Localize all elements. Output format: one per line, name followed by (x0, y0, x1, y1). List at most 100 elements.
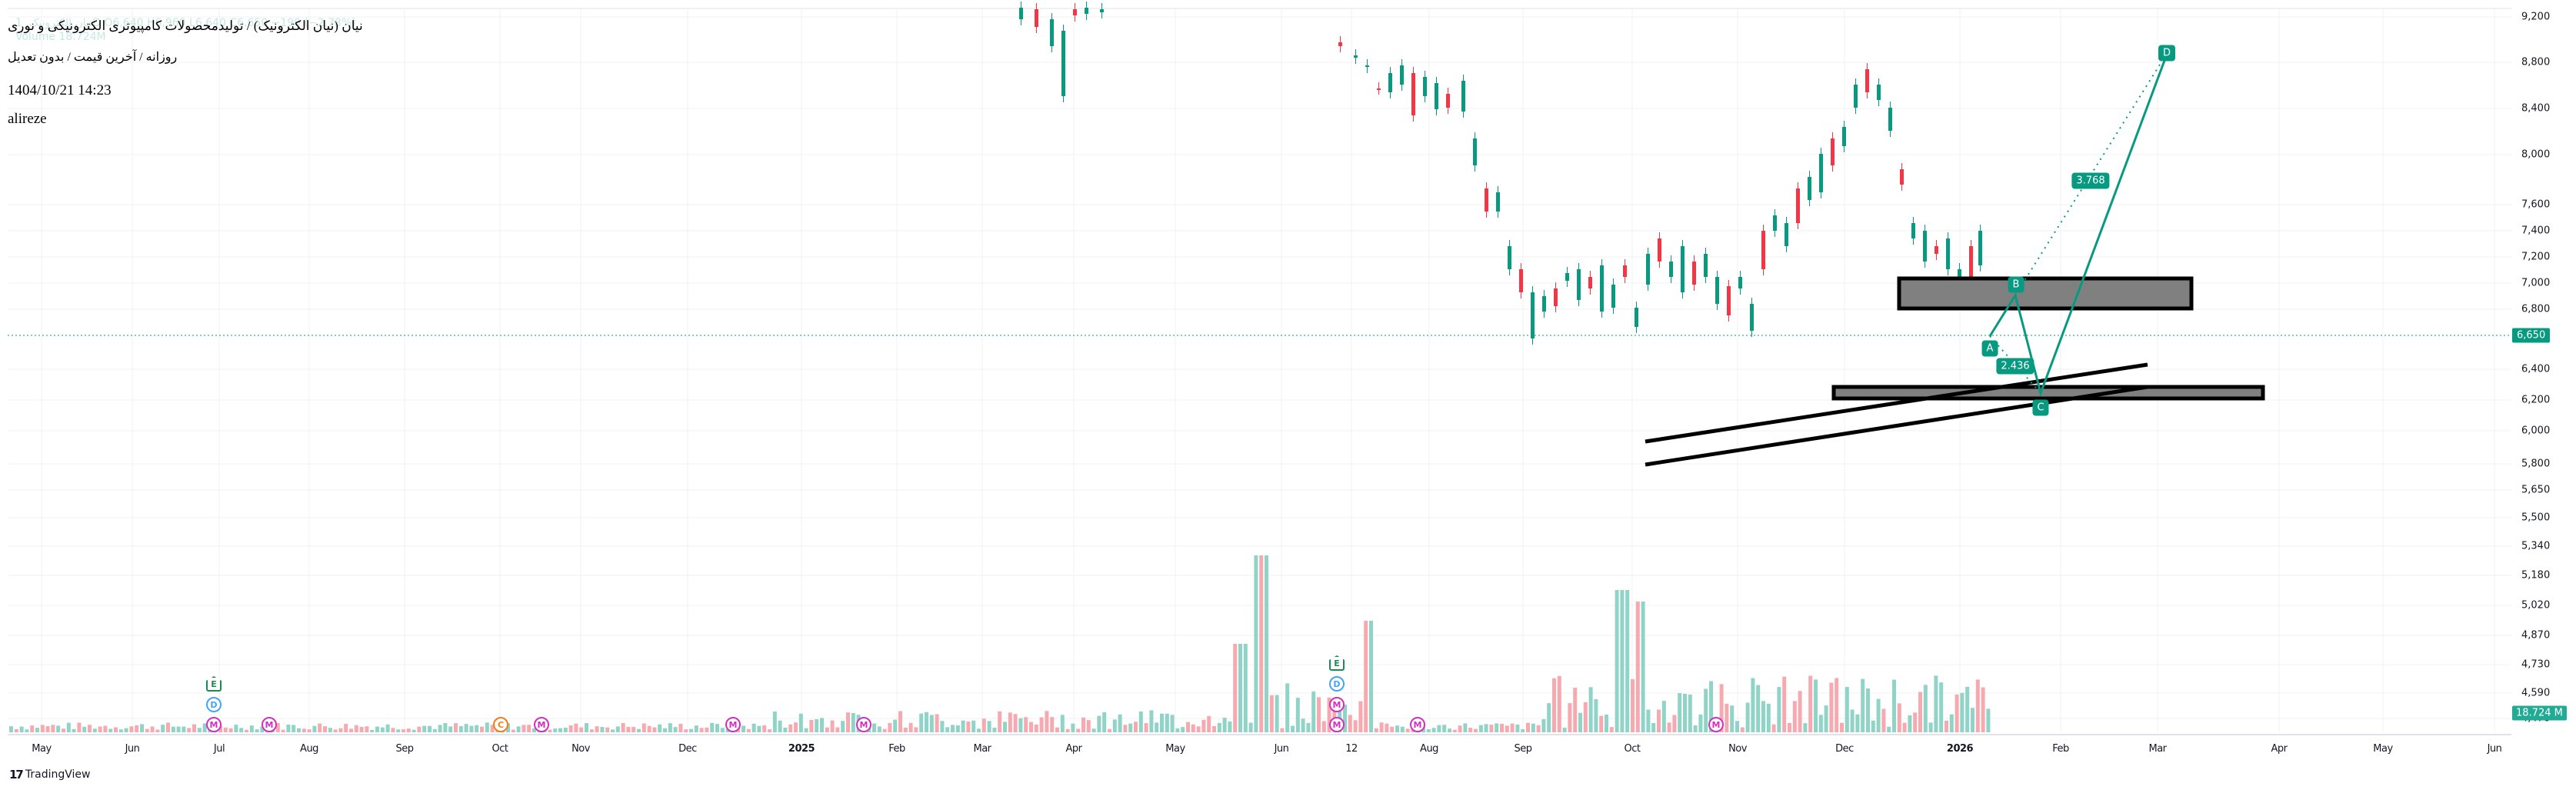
volume-bar (903, 727, 908, 732)
price-tick: 7,600 (2521, 198, 2551, 211)
volume-bar (1081, 717, 1085, 732)
upper-trendline[interactable] (1645, 362, 2148, 444)
volume-bar (1123, 725, 1128, 732)
abcd-pattern-lines[interactable] (1988, 52, 2169, 397)
earnings-marker[interactable]: E (1329, 655, 1345, 671)
point-d-label[interactable]: D (2158, 45, 2176, 62)
time-tick: Jun (2487, 743, 2502, 755)
volume-bar (218, 725, 222, 732)
volume-bar (1405, 728, 1410, 732)
candle (1888, 108, 1892, 131)
volume-bar (1186, 722, 1190, 732)
resistance-zone[interactable] (1897, 276, 2194, 311)
chart-plot-area[interactable] (8, 8, 2511, 735)
volume-bar (1013, 714, 1018, 732)
volume-bar (762, 725, 767, 732)
volume-bar (1850, 709, 1855, 732)
dividend-marker[interactable]: D (1329, 676, 1345, 692)
time-tick: May (2373, 743, 2393, 755)
volume-bar (1175, 728, 1180, 732)
meeting-marker[interactable]: M (1329, 697, 1345, 712)
volume-bar (893, 719, 898, 732)
volume-bar (406, 728, 411, 732)
volume-bar (1353, 720, 1358, 732)
volume-bar (663, 728, 667, 732)
point-b-label[interactable]: B (2008, 276, 2024, 293)
volume-bar (574, 723, 578, 732)
volume-bar (757, 725, 761, 732)
volume-bar (794, 722, 798, 732)
volume-bar (977, 728, 981, 732)
candle (1900, 169, 1904, 185)
volume-bar (1306, 722, 1311, 732)
chart-settings: روزانه / آخرین قیمت / بدون تعدیل (8, 51, 178, 64)
volume-bar (1248, 722, 1253, 732)
point-c-label[interactable]: C (2032, 399, 2049, 416)
volume-bar (1719, 684, 1724, 732)
price-tick: 6,800 (2521, 303, 2551, 315)
meeting-marker[interactable]: M (1410, 717, 1425, 732)
lower-trendline[interactable] (1645, 385, 2148, 467)
volume-bar (1709, 681, 1713, 732)
volume-bar (1118, 714, 1122, 732)
volume-bar (872, 723, 876, 732)
support-zone[interactable] (1831, 385, 2265, 401)
meeting-marker[interactable]: M (725, 717, 741, 732)
earnings-marker[interactable]: E (206, 676, 222, 692)
candle (1911, 223, 1915, 238)
meeting-marker[interactable]: M (856, 717, 871, 732)
candle (1738, 277, 1742, 288)
ratio-ac-label: 2.436 (1996, 358, 2034, 375)
volume-bar (1086, 720, 1091, 732)
volume-bar (1390, 726, 1395, 732)
volume-bar (1939, 682, 1944, 732)
meeting-marker[interactable]: M (262, 717, 277, 732)
time-tick: 2026 (1946, 743, 1974, 755)
volume-bar (1259, 555, 1264, 732)
meeting-marker[interactable]: M (1329, 717, 1345, 732)
volume-bar (255, 729, 259, 732)
volume-bar (992, 727, 997, 732)
meeting-marker[interactable]: M (206, 717, 222, 732)
candle (1411, 73, 1415, 115)
capital-marker[interactable]: C (493, 717, 508, 732)
volume-bar (365, 726, 369, 732)
volume-bar (1913, 712, 1918, 732)
price-tick: 5,500 (2521, 512, 2551, 524)
volume-bar (1824, 705, 1828, 732)
time-tick: Sep (395, 743, 414, 755)
volume-bar (318, 723, 322, 732)
dividend-marker[interactable]: D (206, 697, 222, 712)
volume-bar (1557, 675, 1561, 732)
volume-bar (1458, 725, 1462, 732)
volume-bar (809, 719, 814, 732)
volume-bar (1908, 715, 1912, 732)
meeting-marker[interactable]: M (534, 717, 549, 732)
volume-bar (1431, 728, 1436, 732)
volume-bar (1269, 695, 1274, 732)
volume-bar (1928, 722, 1933, 732)
meeting-marker[interactable]: M (1708, 717, 1724, 732)
tradingview-logo[interactable]: 17 TradingView (9, 768, 90, 782)
volume-bar (1876, 698, 1881, 732)
volume-bar (359, 726, 364, 732)
volume-bar (1740, 727, 1745, 732)
volume-bar (579, 727, 584, 732)
time-tick: Jun (1274, 743, 1289, 755)
volume-bar (637, 728, 641, 732)
tradingview-logo-icon: 17 (9, 768, 24, 782)
point-a-label[interactable]: A (1981, 340, 1998, 357)
volume-bar (1060, 715, 1065, 732)
volume-bar (1620, 590, 1625, 732)
volume-bar (1495, 723, 1499, 732)
volume-bar (798, 713, 803, 732)
volume-bar (275, 723, 280, 732)
candle (1085, 8, 1088, 14)
volume-bar (1426, 729, 1431, 732)
volume-bar (1725, 703, 1729, 732)
volume-bar (1112, 719, 1117, 732)
volume-bar (1609, 727, 1614, 732)
price-axis[interactable] (2511, 8, 2576, 732)
volume-bar (1155, 722, 1159, 732)
